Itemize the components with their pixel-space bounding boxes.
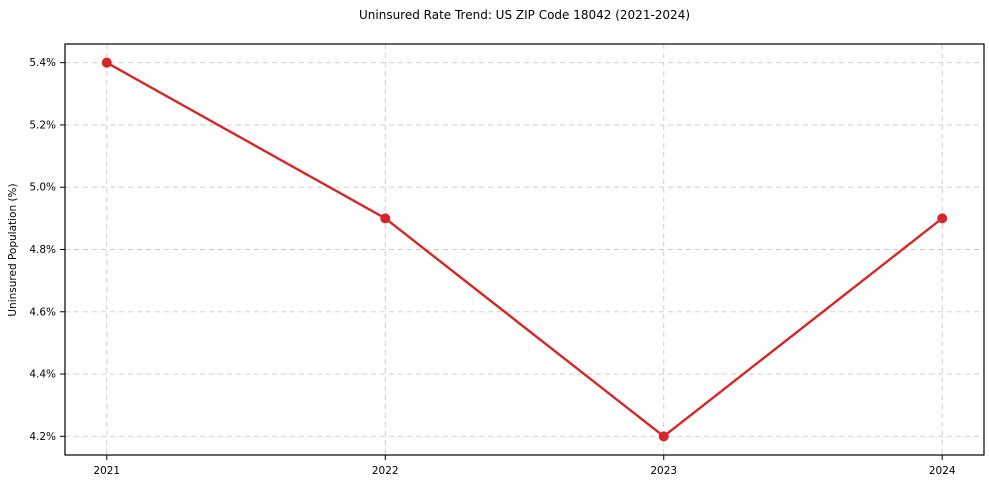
data-point-marker xyxy=(380,213,391,224)
trend-line xyxy=(105,61,944,438)
x-tick-label: 2024 xyxy=(929,465,956,477)
y-tick-label: 4.6% xyxy=(29,306,56,318)
x-tick-label: 2023 xyxy=(650,465,677,477)
x-tick-label: 2021 xyxy=(93,465,120,477)
y-tick-label: 4.8% xyxy=(29,244,56,256)
data-point-marker xyxy=(101,57,112,68)
plot-border xyxy=(64,43,985,456)
y-tick-label: 5.4% xyxy=(29,57,56,69)
data-point-marker xyxy=(658,431,669,442)
y-tick-label: 5.0% xyxy=(29,182,56,194)
y-tick-label: 5.2% xyxy=(29,119,56,131)
data-point-marker xyxy=(937,213,948,224)
chart-title: Uninsured Rate Trend: US ZIP Code 18042 … xyxy=(358,8,691,22)
y-axis-label: Uninsured Population (%) xyxy=(7,183,19,317)
y-tick-label: 4.2% xyxy=(29,431,56,443)
x-tick-label: 2022 xyxy=(372,465,399,477)
y-tick-label: 4.4% xyxy=(29,369,56,381)
